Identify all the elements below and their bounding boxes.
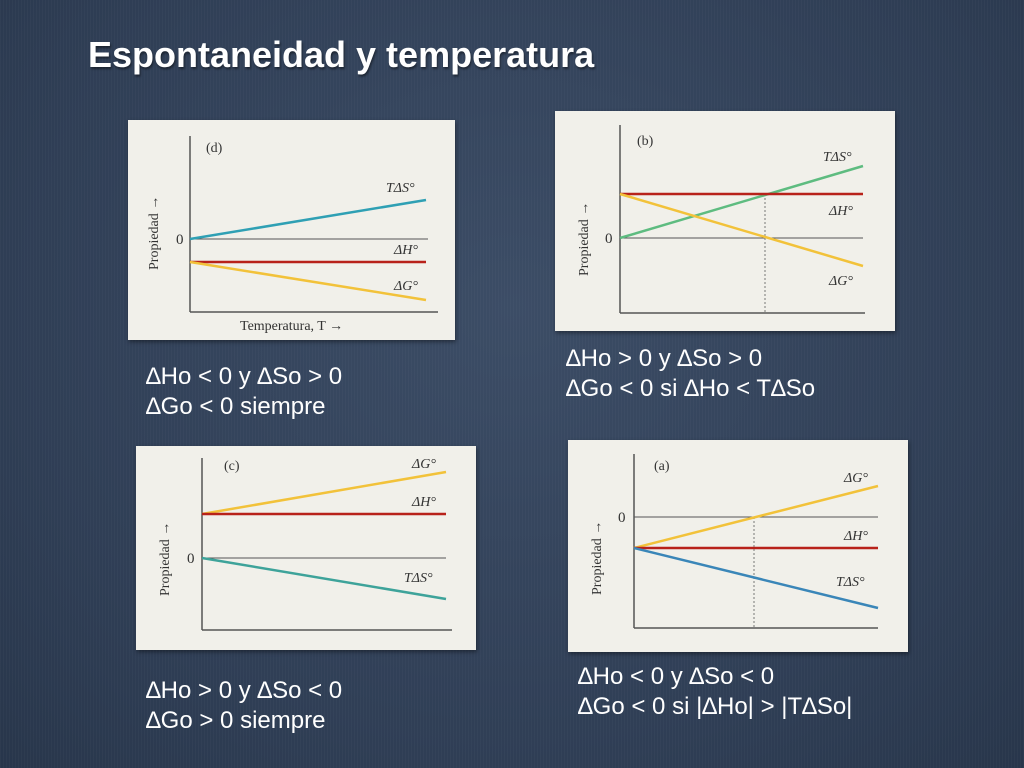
caption-b-line2: ∆Go < 0 si ∆Ho < T∆So xyxy=(566,375,816,402)
series-line-TdS xyxy=(619,164,864,240)
zero-tick-label: 0 xyxy=(618,510,626,526)
series-label-TdS: TΔS° xyxy=(386,181,415,196)
panel-label: (b) xyxy=(637,134,654,149)
y-axis-label: Propiedad → xyxy=(158,522,173,596)
caption-a-line1: ∆Ho < 0 y ∆So < 0 xyxy=(578,663,775,690)
panel-label: (c) xyxy=(224,459,240,474)
series-line-dG xyxy=(189,260,427,302)
series-label-dG: ΔG° xyxy=(828,274,853,289)
caption-a: ∆Ho < 0 y ∆So < 0 ∆Go < 0 si |∆Ho| > |T∆… xyxy=(578,662,852,722)
series-label-dG: ΔG° xyxy=(411,457,436,472)
series-label-TdS: TΔS° xyxy=(404,571,433,586)
series-line-dG xyxy=(633,484,879,550)
chart-panel-b: 0 (b) Propiedad → TΔS° ΔH° ΔG° xyxy=(555,111,895,331)
y-axis-label: Propiedad → xyxy=(590,521,605,595)
caption-b: ∆Ho > 0 y ∆So > 0 ∆Go < 0 si ∆Ho < T∆So xyxy=(566,344,815,404)
caption-a-line2: ∆Go < 0 si |∆Ho| > |T∆So| xyxy=(578,693,853,720)
series-label-dH: ΔH° xyxy=(843,529,868,544)
series-label-TdS: TΔS° xyxy=(836,575,865,590)
caption-d-line2: ∆Go < 0 siempre xyxy=(146,393,326,420)
caption-b-line1: ∆Ho > 0 y ∆So > 0 xyxy=(566,345,763,372)
y-axis-label: Propiedad → xyxy=(577,202,592,276)
panel-label: (a) xyxy=(654,459,670,474)
series-label-dG: ΔG° xyxy=(843,471,868,486)
series-line-TdS xyxy=(633,546,879,610)
series-line-dG xyxy=(201,470,447,516)
series-line-TdS xyxy=(189,198,427,241)
zero-tick-label: 0 xyxy=(187,551,195,567)
chart-panel-d: 0 (d) Propiedad → Temperatura, T → TΔS° … xyxy=(128,120,455,340)
zero-tick-label: 0 xyxy=(605,231,613,247)
caption-c-line2: ∆Go > 0 siempre xyxy=(146,707,326,734)
zero-tick-label: 0 xyxy=(176,232,184,248)
series-label-dH: ΔH° xyxy=(393,243,418,258)
caption-d-line1: ∆Ho < 0 y ∆So > 0 xyxy=(146,363,343,390)
x-axis-label: Temperatura, T → xyxy=(240,319,343,334)
series-label-TdS: TΔS° xyxy=(823,150,852,165)
y-axis-label: Propiedad → xyxy=(147,196,162,270)
caption-d: ∆Ho < 0 y ∆So > 0 ∆Go < 0 siempre xyxy=(146,362,342,422)
chart-panel-c: 0 (c) Propiedad → ΔG° ΔH° TΔS° xyxy=(136,446,476,650)
series-line-TdS xyxy=(201,556,447,601)
chart-panel-a: 0 (a) Propiedad → ΔG° ΔH° TΔS° xyxy=(568,440,908,652)
chart-d-svg: 0 (d) Propiedad → Temperatura, T → TΔS° … xyxy=(147,136,438,334)
caption-c-line1: ∆Ho > 0 y ∆So < 0 xyxy=(146,677,343,704)
chart-b-svg: 0 (b) Propiedad → TΔS° ΔH° ΔG° xyxy=(577,125,865,314)
panel-label: (d) xyxy=(206,141,223,156)
series-label-dH: ΔH° xyxy=(828,204,853,219)
slide-title: Espontaneidad y temperatura xyxy=(88,34,595,75)
series-label-dG: ΔG° xyxy=(393,279,418,294)
series-line-dG xyxy=(619,192,864,268)
caption-c: ∆Ho > 0 y ∆So < 0 ∆Go > 0 siempre xyxy=(146,676,342,736)
chart-c-svg: 0 (c) Propiedad → ΔG° ΔH° TΔS° xyxy=(158,457,452,631)
chart-a-svg: 0 (a) Propiedad → ΔG° ΔH° TΔS° xyxy=(590,454,879,629)
series-label-dH: ΔH° xyxy=(411,495,436,510)
